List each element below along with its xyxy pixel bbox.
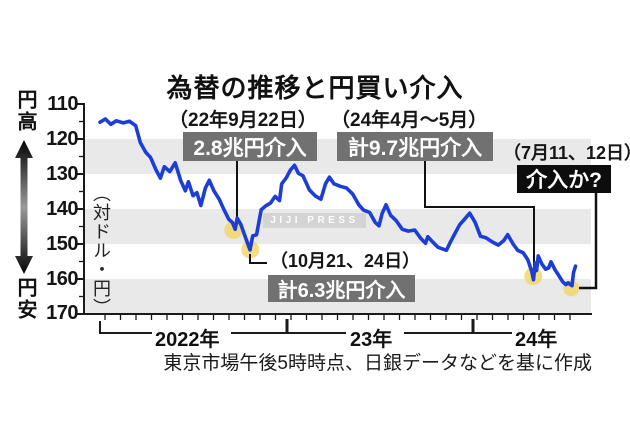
- y-tick-160: 160: [46, 268, 78, 290]
- axis-ticks: [75, 103, 571, 320]
- x-label-2023: 23年: [350, 329, 393, 351]
- label-date-apr2024: （24年4月～5月）: [331, 110, 488, 131]
- y-axis-unit-label: （対ドル・円）: [91, 184, 111, 317]
- chart-title: 為替の推移と円買い介入: [166, 73, 464, 103]
- x-label-2024: 24年: [515, 329, 558, 351]
- x-label-2022: 2022年: [155, 329, 220, 351]
- usdjpy-rate-line: [98, 117, 578, 288]
- y-tick-150: 150: [46, 233, 78, 255]
- connector-2022-10: [249, 254, 267, 264]
- y-tick-130: 130: [46, 163, 78, 185]
- label-yen-low: 円安: [14, 277, 36, 321]
- label-yen-high: 円高: [14, 89, 36, 133]
- jiji-press-watermark: JIJI PRESS: [263, 213, 366, 228]
- connector-2024-07: [579, 193, 598, 290]
- y-tick-170: 170: [46, 302, 78, 324]
- intervention-badge-oct2022: 計6.3兆円介入: [268, 275, 415, 302]
- yen-strength-arrow: [15, 140, 33, 274]
- intervention-badge-apr2024: 計9.7兆円介入: [337, 132, 493, 161]
- year-bracket-lines: [99, 319, 512, 334]
- label-date-jul2024: （7月11、12日）: [503, 143, 630, 163]
- label-date-sep2022: （22年9月22日）: [169, 110, 317, 131]
- label-date-oct2022: （10月21、24日）: [270, 251, 421, 271]
- y-tick-110: 110: [47, 93, 78, 115]
- intervention-badge-jul2024: 介入か?: [517, 165, 611, 193]
- annotation-connectors: [236, 161, 598, 290]
- source-note: 東京市場午後5時時点、日銀データなどを基に作成: [163, 353, 592, 374]
- y-tick-140: 140: [46, 198, 78, 220]
- connector-2024-04: [424, 161, 535, 267]
- axes: [83, 103, 592, 315]
- y-tick-120: 120: [46, 128, 78, 150]
- intervention-badge-sep2022: 2.8兆円介入: [183, 132, 317, 161]
